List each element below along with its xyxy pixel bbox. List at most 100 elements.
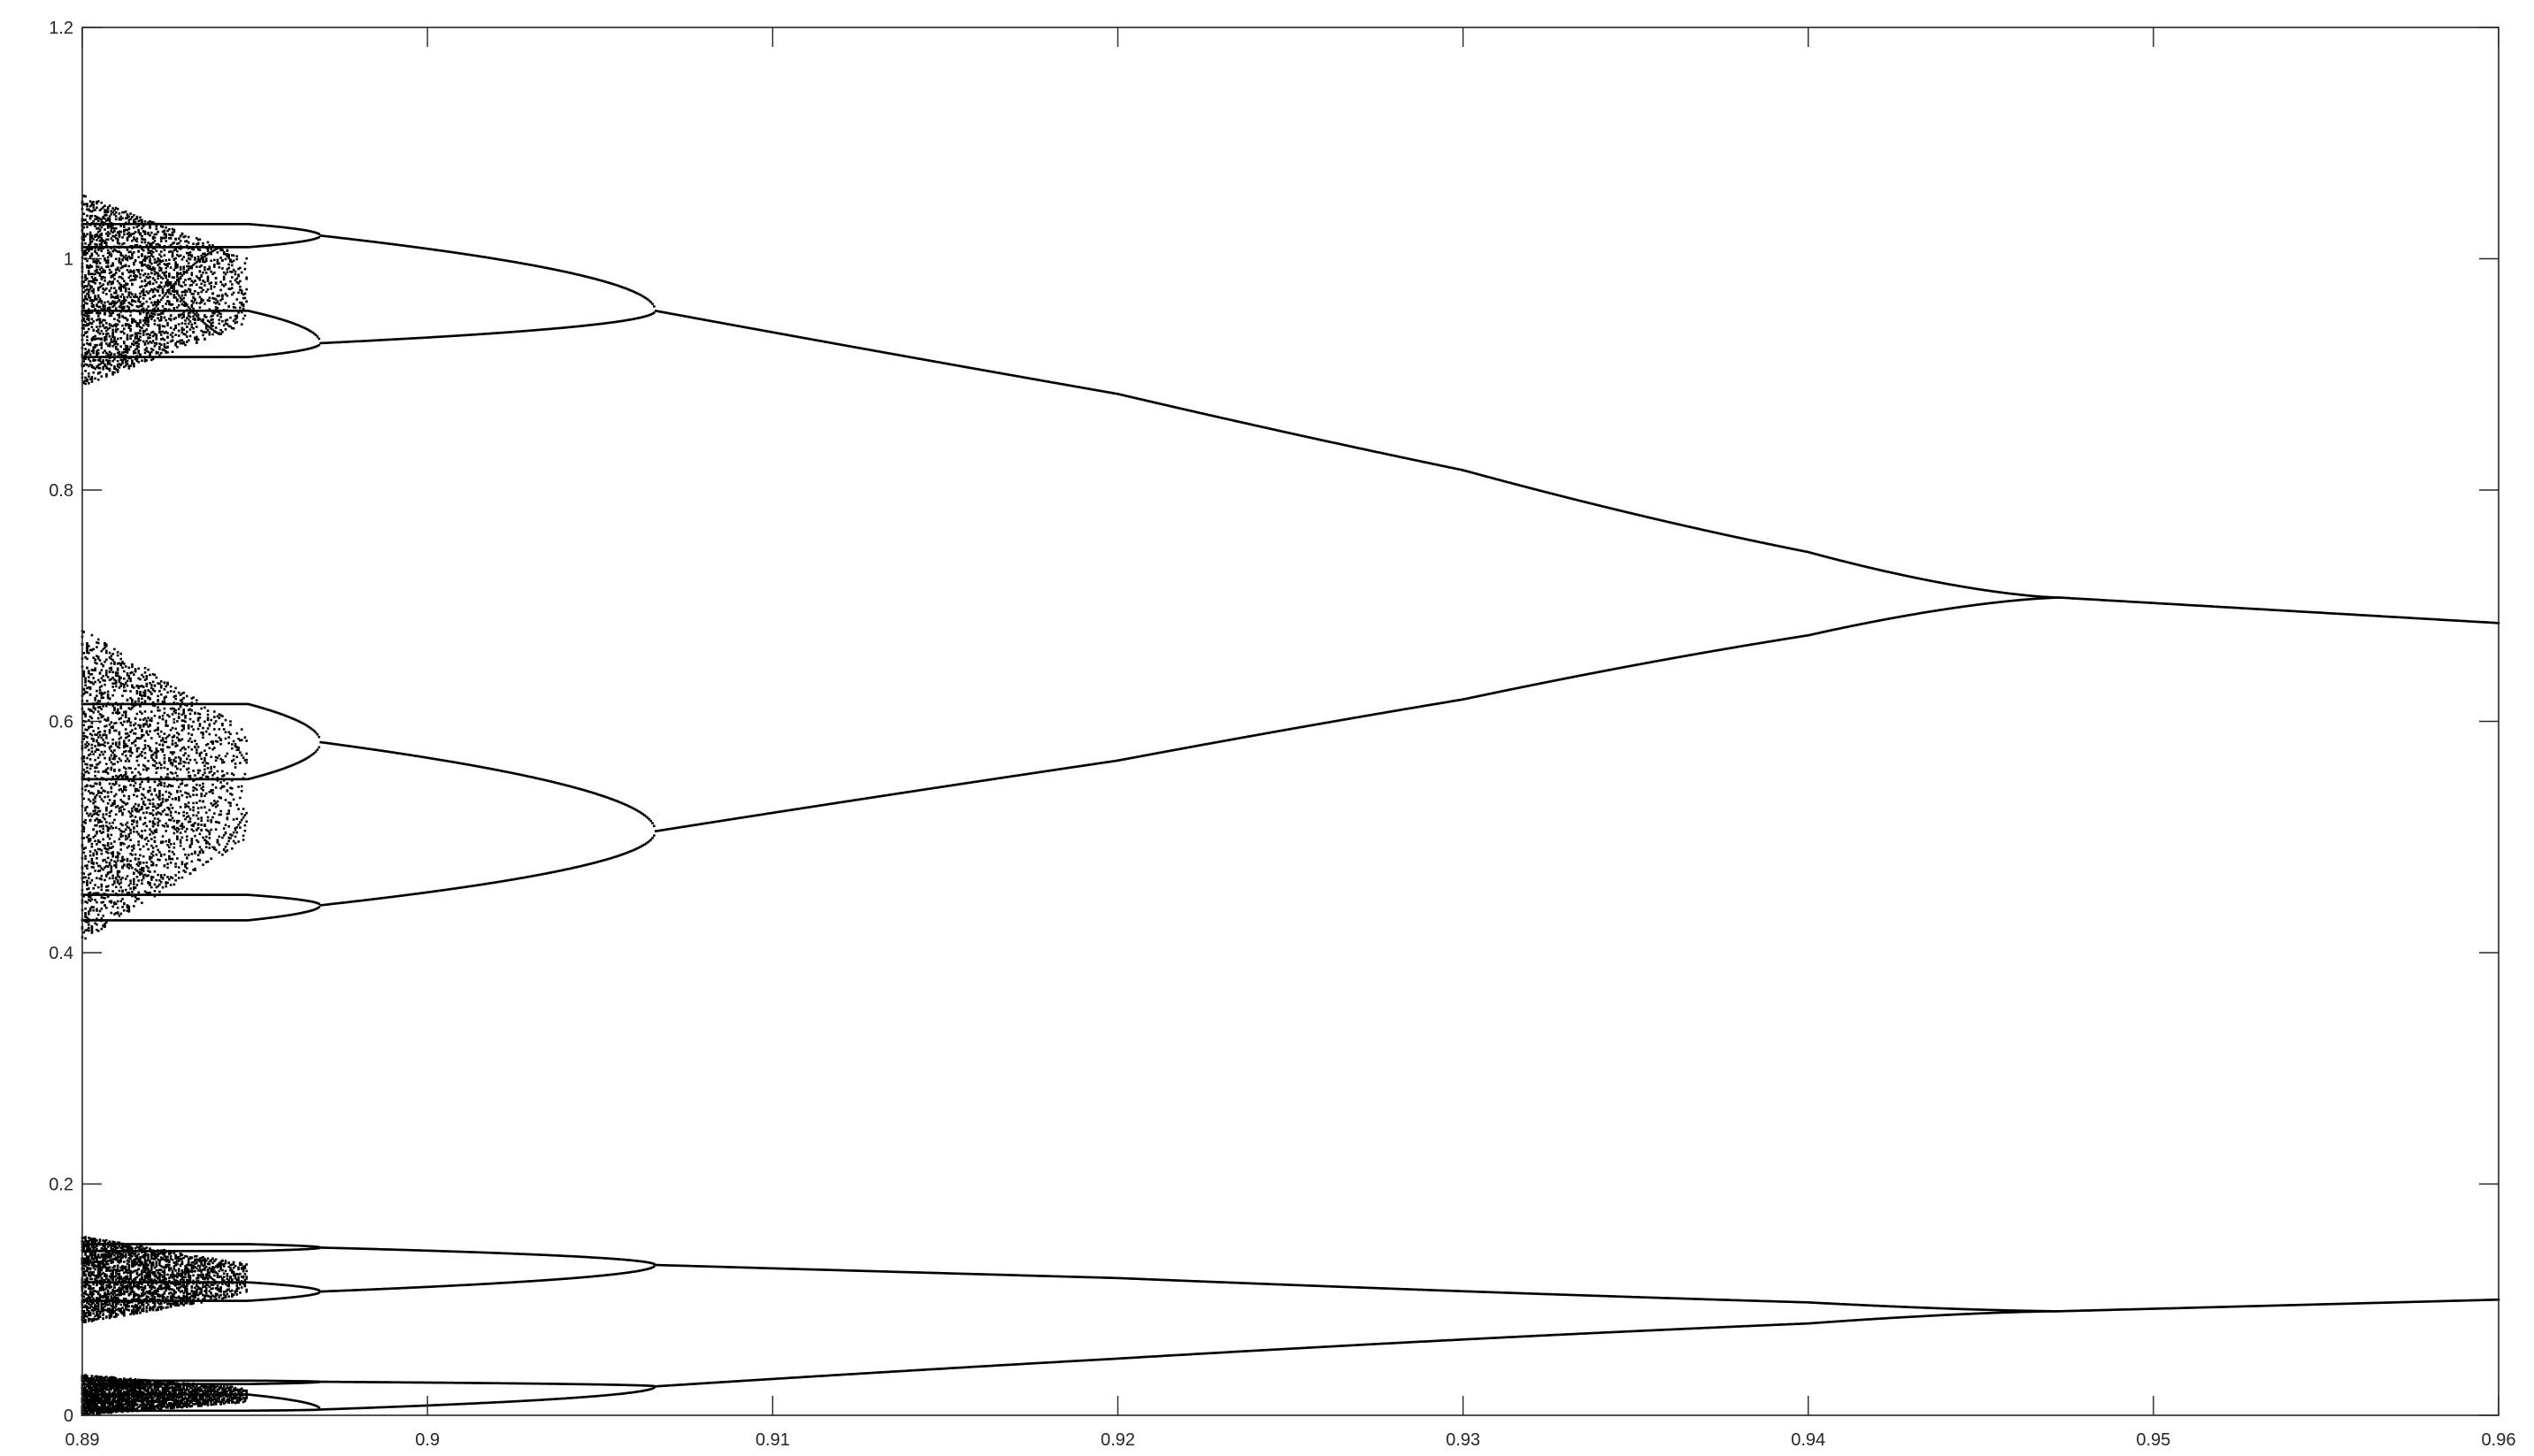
data-point (90, 931, 94, 934)
data-point (114, 1281, 118, 1284)
data-point (100, 736, 104, 739)
data-point (98, 689, 102, 692)
data-point (111, 310, 114, 312)
data-point (106, 676, 110, 678)
data-point (88, 1401, 92, 1404)
data-point (102, 813, 104, 816)
data-point (84, 379, 87, 382)
data-point (121, 865, 124, 868)
data-point (106, 895, 110, 898)
data-point (92, 1240, 95, 1243)
data-point (116, 1283, 119, 1286)
data-point (88, 321, 92, 325)
data-point (102, 268, 104, 272)
data-point (84, 295, 87, 299)
data-point (124, 1249, 127, 1252)
data-point (86, 1268, 88, 1272)
data-point (108, 311, 111, 314)
data-point (111, 281, 114, 285)
data-point (82, 327, 86, 330)
data-point (129, 1253, 132, 1255)
data-point (92, 1298, 95, 1300)
data-point (88, 1237, 92, 1240)
data-point (123, 1266, 126, 1268)
data-point (88, 1250, 90, 1253)
data-point (86, 728, 88, 732)
data-point (84, 876, 87, 879)
data-point (105, 762, 108, 766)
data-point (131, 1381, 134, 1384)
data-point (96, 1290, 98, 1293)
data-point (102, 859, 104, 862)
data-point (84, 691, 87, 694)
data-point (113, 913, 116, 916)
data-point (105, 293, 108, 295)
data-point (114, 679, 118, 683)
data-point (129, 882, 132, 885)
data-point (96, 1313, 98, 1315)
data-point (98, 680, 102, 684)
data-point (121, 307, 124, 310)
data-point (108, 326, 111, 329)
data-point (129, 1400, 132, 1403)
data-point (88, 223, 92, 226)
data-point (131, 318, 134, 320)
data-point (127, 1266, 131, 1268)
data-point (82, 1391, 86, 1394)
data-point (124, 350, 127, 353)
data-point (98, 1263, 102, 1267)
data-point (100, 266, 104, 269)
data-point (108, 703, 111, 706)
data-point (96, 909, 98, 912)
data-point (84, 1406, 87, 1409)
data-point (102, 356, 104, 358)
data-point (123, 864, 126, 867)
data-point (96, 727, 100, 730)
data-point (86, 879, 88, 883)
data-point (82, 880, 86, 884)
data-point (94, 775, 96, 778)
data-point (90, 919, 94, 922)
data-point (133, 295, 135, 298)
data-point (100, 1247, 104, 1250)
data-point (96, 847, 100, 851)
data-point (133, 871, 135, 875)
data-point (88, 1267, 90, 1270)
data-point (123, 316, 126, 319)
data-point (105, 670, 108, 672)
data-point (82, 724, 86, 727)
data-point (121, 217, 124, 219)
data-point (119, 1268, 122, 1272)
data-point (90, 669, 94, 671)
data-point (113, 245, 116, 249)
data-point (126, 1247, 129, 1251)
data-point (94, 782, 96, 785)
data-point (118, 287, 121, 290)
data-point (123, 284, 126, 287)
data-point (118, 1394, 121, 1397)
data-point (121, 1379, 124, 1383)
data-point (92, 1403, 95, 1406)
data-point (118, 316, 121, 319)
data-point (84, 357, 87, 361)
data-point (106, 871, 110, 874)
data-point (96, 288, 100, 292)
data-point (104, 356, 106, 358)
data-point (110, 1401, 113, 1404)
data-point (118, 1381, 121, 1384)
data-point (131, 1265, 134, 1268)
data-point (98, 1250, 102, 1253)
data-point (94, 1253, 96, 1255)
data-point (96, 1387, 100, 1391)
data-point (100, 896, 104, 899)
data-point (110, 282, 113, 286)
data-point (98, 1406, 102, 1409)
data-point (129, 270, 132, 272)
data-point (100, 883, 104, 886)
data-point (90, 364, 94, 367)
data-point (98, 909, 102, 913)
data-point (94, 1261, 96, 1264)
data-point (127, 235, 131, 238)
data-point (100, 1410, 104, 1413)
data-point (126, 1291, 129, 1293)
